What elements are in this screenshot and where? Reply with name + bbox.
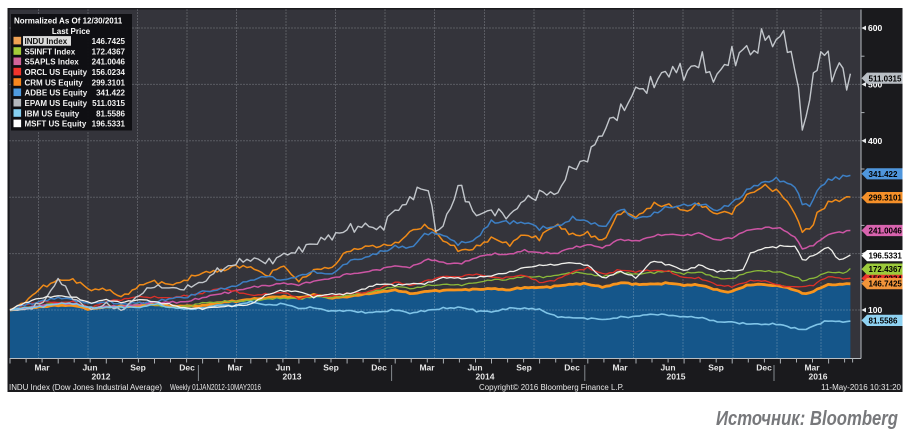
svg-text:S5APLS Index: S5APLS Index	[25, 58, 80, 67]
svg-text:241.0046: 241.0046	[869, 227, 903, 236]
svg-text:Источник: Bloomberg: Источник: Bloomberg	[716, 408, 898, 430]
svg-text:S5INFT Index: S5INFT Index	[25, 47, 76, 56]
svg-text:100: 100	[868, 305, 882, 315]
svg-text:INDU Index (Dow Jones Industri: INDU Index (Dow Jones Industrial Average…	[9, 383, 162, 392]
svg-text:511.0315: 511.0315	[869, 74, 902, 83]
svg-text:Sep: Sep	[323, 363, 339, 373]
svg-text:Jun: Jun	[660, 363, 675, 373]
svg-text:2012: 2012	[92, 372, 111, 382]
svg-text:Dec: Dec	[371, 363, 387, 373]
svg-text:Mar: Mar	[227, 363, 243, 373]
svg-text:600: 600	[868, 23, 882, 33]
svg-text:2014: 2014	[476, 372, 495, 382]
svg-text:146.7425: 146.7425	[869, 280, 903, 289]
svg-text:Mar: Mar	[804, 363, 820, 373]
svg-text:2016: 2016	[809, 372, 828, 382]
svg-text:Dec: Dec	[756, 363, 772, 373]
svg-text:341.422: 341.422	[96, 89, 125, 98]
svg-text:Dec: Dec	[179, 363, 195, 373]
svg-text:Jun: Jun	[82, 363, 97, 373]
svg-text:196.5331: 196.5331	[92, 120, 126, 129]
svg-text:Normalized As Of 12/30/2011: Normalized As Of 12/30/2011	[14, 17, 123, 26]
svg-text:ADBE US Equity: ADBE US Equity	[25, 89, 88, 98]
svg-text:500: 500	[868, 79, 882, 89]
svg-text:INDU Index: INDU Index	[25, 37, 68, 46]
svg-text:11-May-2016 10:31:20: 11-May-2016 10:31:20	[821, 383, 901, 392]
svg-text:Weekly 01JAN2012-10MAY2016: Weekly 01JAN2012-10MAY2016	[170, 383, 261, 392]
svg-text:196.5331: 196.5331	[869, 252, 903, 261]
svg-text:Dec: Dec	[564, 363, 580, 373]
svg-text:2013: 2013	[283, 372, 302, 382]
svg-text:400: 400	[868, 136, 882, 146]
svg-text:299.3101: 299.3101	[92, 78, 126, 87]
svg-text:299.3101: 299.3101	[869, 194, 903, 203]
svg-text:Sep: Sep	[708, 363, 724, 373]
svg-text:81.5586: 81.5586	[96, 109, 125, 118]
svg-text:MSFT US Equity: MSFT US Equity	[25, 120, 87, 129]
svg-text:511.0315: 511.0315	[92, 99, 125, 108]
svg-text:Sep: Sep	[130, 363, 146, 373]
svg-text:Jun: Jun	[467, 363, 482, 373]
svg-text:81.5586: 81.5586	[869, 317, 898, 326]
svg-text:IBM US Equity: IBM US Equity	[25, 109, 80, 118]
svg-text:172.4367: 172.4367	[869, 265, 903, 274]
svg-text:Copyright© 2016 Bloomberg Fina: Copyright© 2016 Bloomberg Finance L.P.	[479, 383, 624, 392]
svg-text:Mar: Mar	[612, 363, 628, 373]
svg-text:Sep: Sep	[516, 363, 532, 373]
svg-text:341.422: 341.422	[869, 170, 898, 179]
svg-text:241.0046: 241.0046	[92, 58, 126, 67]
svg-text:Mar: Mar	[419, 363, 435, 373]
svg-text:CRM US Equity: CRM US Equity	[25, 78, 84, 87]
svg-text:ORCL US Equity: ORCL US Equity	[25, 68, 88, 77]
svg-text:Mar: Mar	[34, 363, 50, 373]
svg-text:Jun: Jun	[275, 363, 290, 373]
svg-text:EPAM US Equity: EPAM US Equity	[25, 99, 88, 108]
svg-text:172.4367: 172.4367	[92, 47, 126, 56]
svg-text:2015: 2015	[667, 372, 686, 382]
svg-text:156.0234: 156.0234	[92, 68, 126, 77]
svg-text:146.7425: 146.7425	[92, 37, 126, 46]
svg-text:Last Price: Last Price	[52, 27, 91, 36]
